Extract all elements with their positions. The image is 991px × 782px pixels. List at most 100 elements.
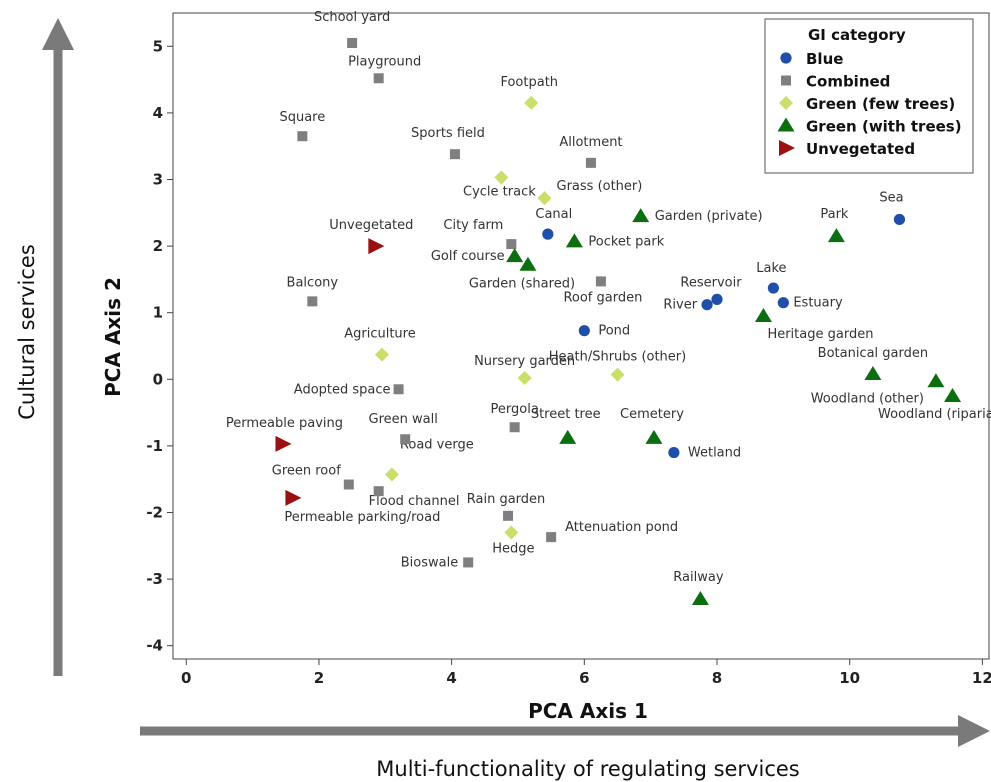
label-botanical-garden: Botanical garden	[818, 346, 928, 361]
label-heath-shrubs-other: Heath/Shrubs (other)	[549, 350, 686, 365]
legend-marker-blue	[780, 52, 792, 64]
point-attenuation-pond	[546, 532, 557, 543]
label-attenuation-pond: Attenuation pond	[565, 520, 678, 535]
point-permeable-parking-road	[285, 489, 302, 506]
point-heritage-garden	[754, 308, 772, 323]
y-tick-label: 4	[153, 104, 163, 122]
label-garden-private: Garden (private)	[655, 209, 763, 224]
y-tick-label: 3	[153, 170, 163, 188]
label-roof-garden: Roof garden	[563, 290, 642, 305]
point-golf-course	[506, 248, 524, 263]
point-unvegetated	[368, 238, 385, 255]
label-allotment: Allotment	[559, 135, 622, 150]
point-sports-field	[449, 149, 460, 160]
point-bioswale	[463, 557, 474, 568]
label-sea: Sea	[879, 190, 903, 205]
point-botanical-garden	[864, 365, 882, 380]
label-footpath: Footpath	[500, 75, 558, 90]
point-woodland-riparian	[944, 387, 962, 402]
y-tick-label: 2	[153, 237, 163, 255]
label-pergola: Pergola	[491, 402, 539, 417]
label-woodland-other: Woodland (other)	[811, 391, 924, 406]
y-axis-title: PCA Axis 2	[101, 277, 125, 397]
point-hedge	[504, 525, 519, 540]
horizontal-arrow-head	[958, 715, 990, 747]
label-rain-garden: Rain garden	[467, 492, 546, 507]
label-bioswale: Bioswale	[401, 555, 458, 570]
point-pond	[578, 325, 590, 337]
label-pond: Pond	[598, 324, 630, 339]
point-allotment	[585, 157, 596, 168]
point-cemetery	[645, 429, 663, 444]
point-street-tree	[559, 429, 577, 444]
label-permeable-parking-road: Permeable parking/road	[284, 510, 440, 525]
y-tick-label: 0	[153, 370, 163, 388]
legend-label-combined: Combined	[806, 73, 890, 91]
y-tick-label: 5	[153, 37, 163, 55]
point-labels: School yard Playground Square Sports field A…	[226, 10, 991, 585]
point-green-wall	[400, 434, 411, 445]
point-permeable-paving	[275, 435, 292, 452]
label-school-yard: School yard	[314, 10, 390, 25]
point-reservoir	[711, 293, 723, 305]
x-tick-label: 2	[314, 669, 324, 687]
point-footpath	[524, 95, 539, 110]
point-road-verge	[384, 467, 399, 482]
y-tick-label: -1	[146, 437, 163, 455]
label-grass-other: Grass (other)	[557, 179, 643, 194]
label-playground: Playground	[348, 54, 421, 69]
point-roof-garden	[595, 276, 606, 287]
point-pocket-park	[565, 233, 583, 248]
label-permeable-paving: Permeable paving	[226, 416, 343, 431]
legend-box	[764, 18, 974, 174]
point-school-yard	[347, 37, 358, 48]
label-agriculture: Agriculture	[344, 327, 416, 342]
legend-marker-green-with-trees	[777, 117, 795, 132]
label-reservoir: Reservoir	[680, 275, 742, 290]
point-sea	[893, 213, 906, 226]
label-garden-shared: Garden (shared)	[469, 277, 575, 292]
point-canal	[542, 228, 554, 240]
point-balcony	[307, 296, 318, 307]
point-heath-shrubs-other	[610, 367, 625, 382]
label-street-tree: Street tree	[531, 407, 601, 422]
label-park: Park	[820, 207, 849, 222]
x-tick-label: 6	[579, 669, 589, 687]
point-woodland-other	[927, 373, 945, 388]
y-tick-label: -4	[146, 637, 163, 655]
label-green-wall: Green wall	[369, 412, 438, 427]
label-adopted-space: Adopted space	[294, 382, 391, 397]
point-square	[297, 131, 308, 142]
point-rain-garden	[503, 510, 514, 521]
plot-area-frame	[172, 12, 990, 660]
point-railway	[691, 591, 709, 606]
label-city-farm: City farm	[443, 218, 503, 233]
data-points	[275, 37, 962, 606]
point-estuary	[777, 297, 789, 309]
point-playground	[373, 73, 384, 84]
label-green-roof: Green roof	[272, 464, 341, 479]
point-green-roof	[343, 479, 354, 490]
label-sports-field: Sports field	[411, 126, 485, 141]
x-tick-label: 4	[446, 669, 456, 687]
x-tick-label: 12	[972, 669, 991, 687]
vertical-arrow-head	[42, 18, 74, 50]
legend-label-green-few-trees: Green (few trees)	[806, 95, 955, 113]
y-tick-label: -2	[146, 503, 163, 521]
label-hedge: Hedge	[492, 541, 534, 556]
legend-title: GI category	[808, 26, 906, 44]
point-nursery-garden	[517, 370, 532, 385]
label-unvegetated: Unvegetated	[329, 218, 413, 233]
label-river: River	[663, 298, 697, 313]
legend-label-unvegetated: Unvegetated	[806, 140, 915, 158]
label-flood-channel: Flood channel	[369, 494, 460, 509]
point-garden-private	[632, 208, 650, 223]
label-heritage-garden: Heritage garden	[767, 327, 873, 342]
label-estuary: Estuary	[793, 296, 843, 311]
label-balcony: Balcony	[287, 275, 339, 290]
label-road-verge: Road verge	[400, 438, 474, 453]
outer-y-title: Cultural services	[15, 244, 39, 420]
x-axis-title: PCA Axis 1	[528, 699, 648, 723]
x-tick-label: 0	[181, 669, 191, 687]
